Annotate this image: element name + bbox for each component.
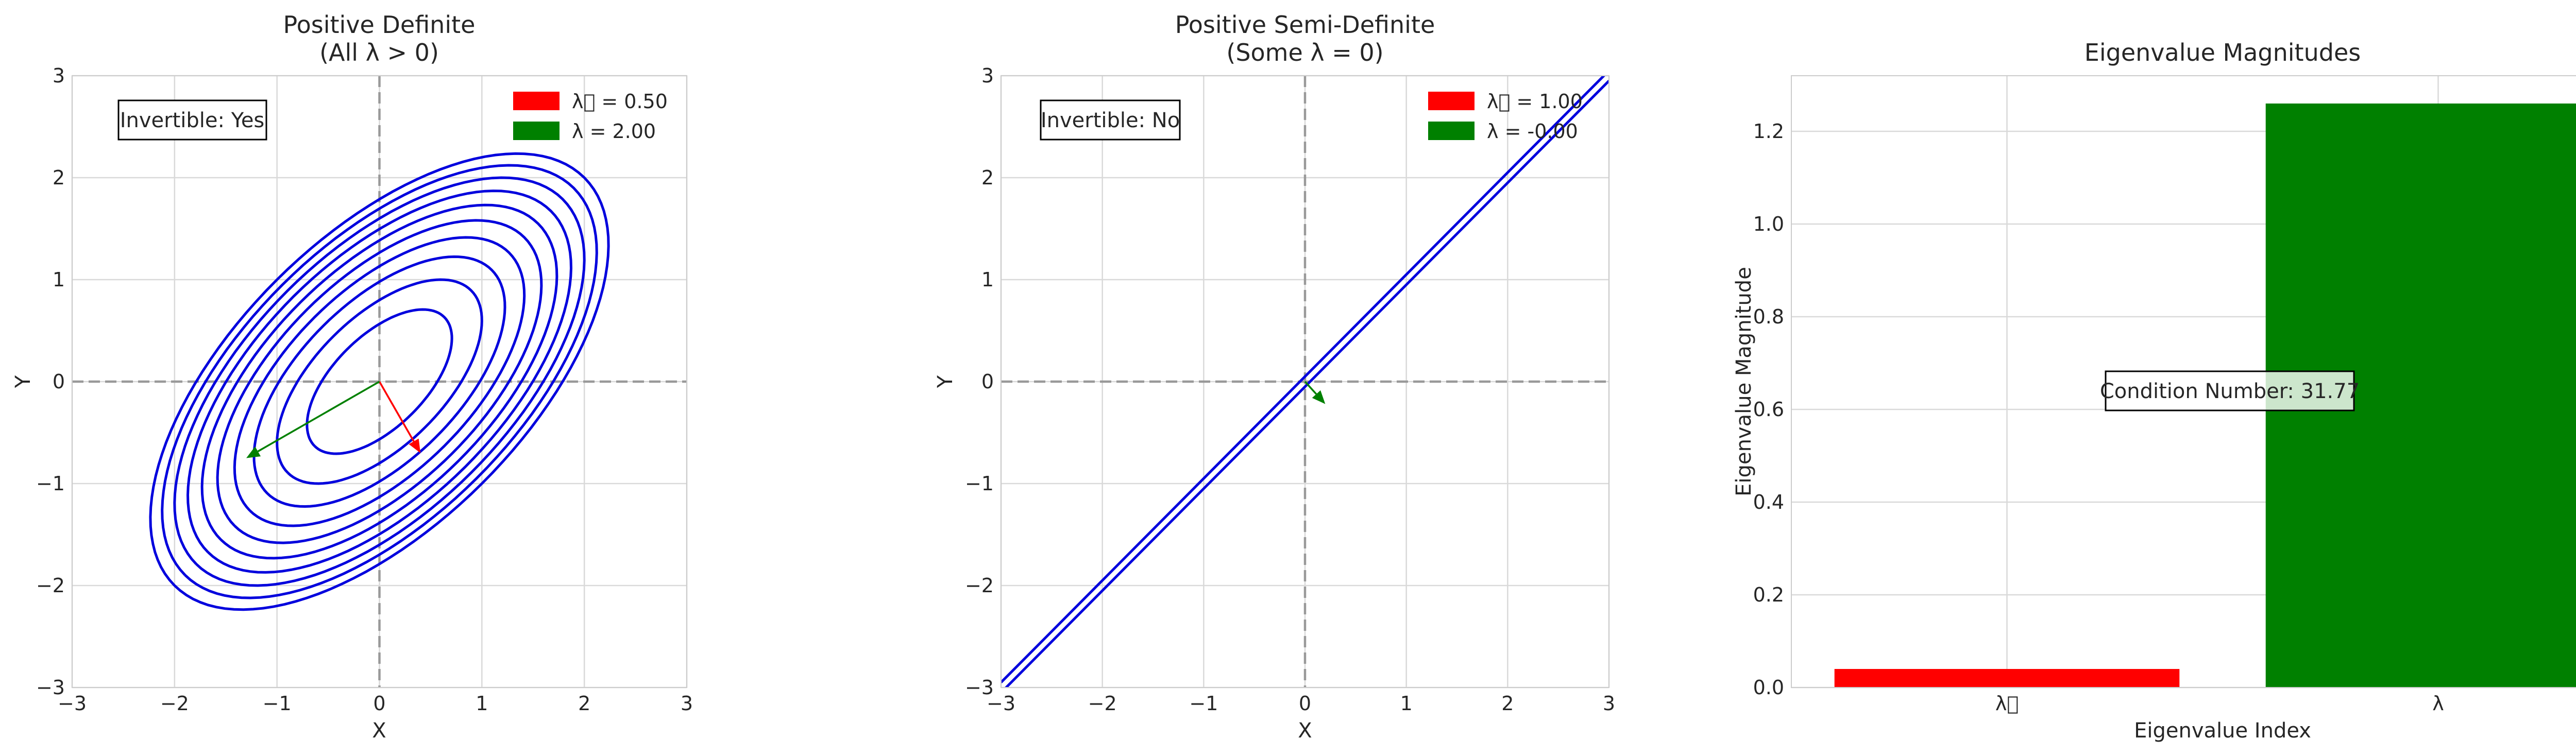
y-axis-label: Y [934, 375, 957, 388]
x-tick-label: −2 [160, 692, 189, 715]
x-tick-label: 2 [578, 692, 590, 715]
chart-title-line2: (Some λ = 0) [1226, 39, 1383, 66]
y-tick-label: 1 [981, 268, 994, 291]
x-tick-label: −2 [1088, 692, 1117, 715]
x-tick-label: −1 [1189, 692, 1218, 715]
annotation-text: Condition Number: 31.77 [2100, 380, 2360, 403]
chart-title-line1: Positive Definite [283, 11, 476, 39]
annotation-box: Invertible: No [1041, 100, 1180, 140]
y-tick-label: −1 [36, 472, 65, 495]
annotation-text: Invertible: Yes [120, 109, 265, 132]
y-tick-label: 3 [53, 64, 65, 87]
bar-0 [1835, 669, 2180, 688]
y-tick-label: −1 [965, 472, 994, 495]
y-tick-label: 1.0 [1753, 213, 1784, 235]
y-tick-label: 0.0 [1753, 676, 1784, 699]
x-tick-label: 0 [1299, 692, 1311, 715]
y-tick-label: 0.4 [1753, 491, 1784, 513]
y-tick-label: −3 [36, 676, 65, 699]
chart-title-line1: Positive Semi-Definite [1175, 11, 1435, 39]
x-tick-label: 0 [373, 692, 385, 715]
legend-label-1: λ = -0.00 [1487, 120, 1578, 143]
x-tick-label: −1 [263, 692, 292, 715]
x-tick-label: 1 [476, 692, 488, 715]
legend-label-0: λ  = 1.00 [1487, 90, 1583, 113]
y-tick-label: 3 [981, 64, 994, 87]
legend-swatch-1 [513, 122, 560, 140]
y-tick-label: −2 [36, 574, 65, 597]
y-tick-label: 0.8 [1753, 305, 1784, 328]
y-tick-label: −3 [965, 676, 994, 699]
chart-title-line2: (All λ > 0) [319, 39, 439, 66]
legend-label-1: λ = 2.00 [572, 120, 656, 143]
y-tick-label: 1 [53, 268, 65, 291]
x-tick-label: 3 [681, 692, 693, 715]
y-tick-label: 2 [53, 166, 65, 189]
legend-swatch-1 [1428, 122, 1475, 140]
y-axis-label: Eigenvalue Magnitude [1732, 267, 1756, 496]
x-tick-label: 3 [1603, 692, 1615, 715]
annotation-box: Invertible: Yes [118, 100, 266, 140]
x-tick-label: λ [2432, 692, 2444, 715]
annotation-box: Condition Number: 31.77 [2100, 371, 2360, 410]
x-axis-label: X [1298, 719, 1312, 743]
y-tick-label: 2 [981, 166, 994, 189]
y-tick-label: −2 [965, 574, 994, 597]
y-tick-label: 0 [53, 370, 65, 393]
x-tick-label: 2 [1501, 692, 1514, 715]
annotation-text: Invertible: No [1041, 109, 1180, 132]
y-tick-label: 0.6 [1753, 398, 1784, 421]
x-axis-label: X [372, 719, 386, 743]
x-tick-label: 1 [1400, 692, 1413, 715]
y-tick-label: 0 [981, 370, 994, 393]
x-axis-label: Eigenvalue Index [2134, 719, 2311, 743]
legend-label-0: λ  = 0.50 [572, 90, 668, 113]
chart-title: Eigenvalue Magnitudes [2084, 39, 2361, 66]
legend-swatch-0 [513, 92, 560, 110]
x-tick-label: λ  [1995, 692, 2019, 715]
y-tick-label: 0.2 [1753, 583, 1784, 606]
y-tick-label: 1.2 [1753, 120, 1784, 143]
y-axis-label: Y [11, 375, 35, 388]
legend-swatch-0 [1428, 92, 1475, 110]
